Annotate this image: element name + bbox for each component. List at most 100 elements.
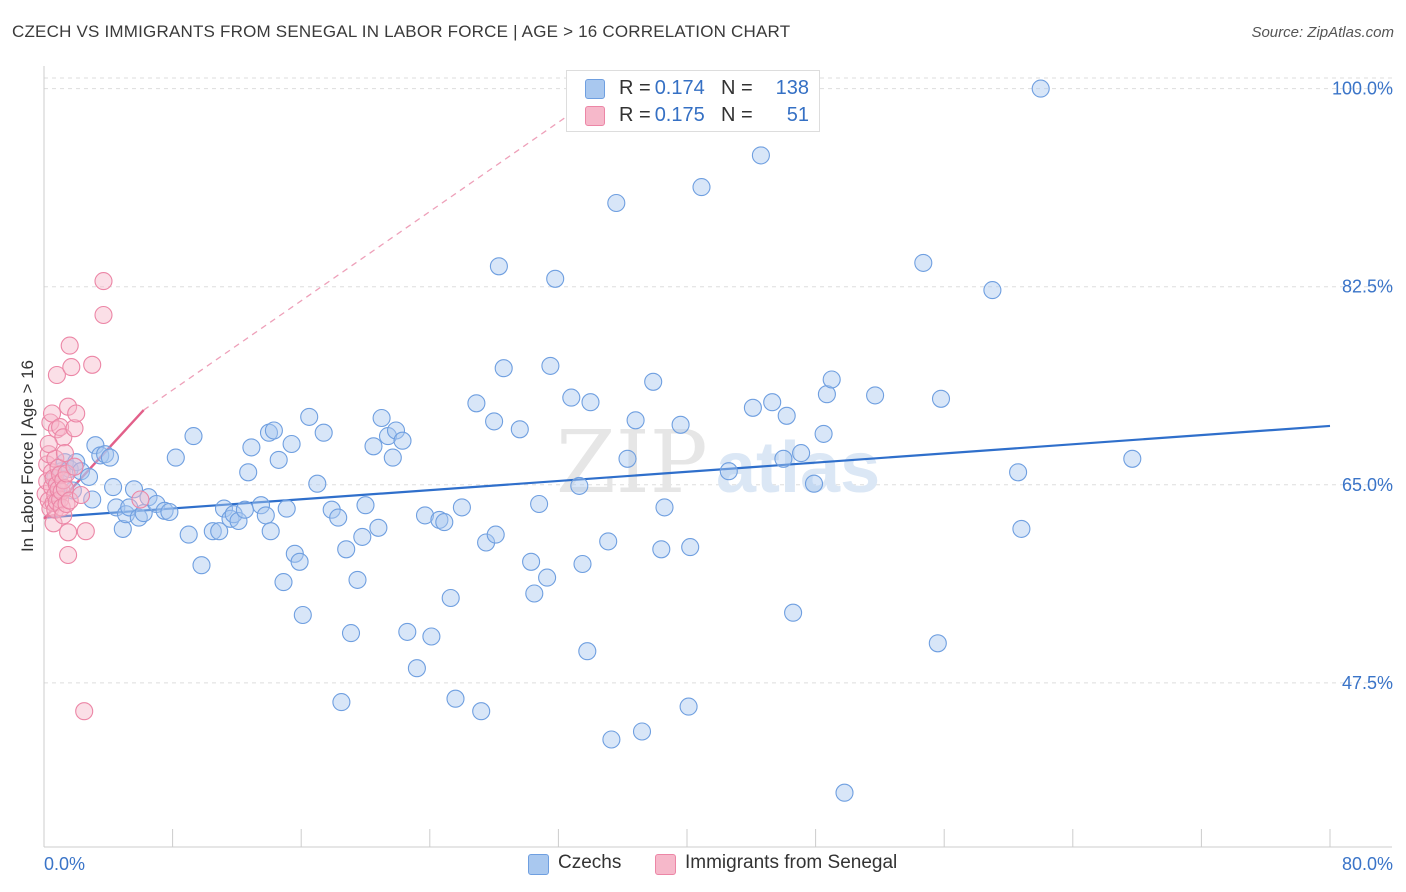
- legend-label-senegal: Immigrants from Senegal: [685, 852, 898, 873]
- watermark: ZIP atlas: [556, 413, 880, 513]
- senegal-point: [59, 545, 78, 565]
- czech-point: [441, 588, 460, 608]
- czech-point: [300, 407, 319, 426]
- y-tick-label: 100.0%: [1332, 79, 1393, 99]
- czechs-swatch: [528, 854, 549, 875]
- czech-point: [277, 499, 296, 518]
- czech-point: [1123, 449, 1142, 468]
- czech-point: [763, 393, 782, 412]
- czech-point: [573, 554, 592, 574]
- czech-point: [337, 540, 356, 559]
- n-label: N =: [721, 104, 753, 126]
- czech-point: [308, 474, 327, 493]
- czech-point: [530, 494, 549, 514]
- czech-point: [570, 476, 589, 495]
- senegal-point: [59, 523, 78, 542]
- senegal-point: [65, 419, 84, 438]
- czech-point: [1009, 463, 1028, 482]
- czech-point: [804, 474, 824, 493]
- czech-point: [541, 356, 560, 375]
- czech-point: [655, 498, 674, 517]
- czech-point: [269, 450, 288, 469]
- r-value: 0.174: [654, 77, 705, 99]
- czech-point: [386, 421, 406, 440]
- czech-point: [235, 500, 254, 519]
- czech-point: [104, 478, 123, 497]
- czech-point: [184, 427, 203, 446]
- senegal-point: [55, 444, 74, 463]
- czech-point: [489, 257, 508, 276]
- source-credit: Source: ZipAtlas.com: [1251, 24, 1394, 41]
- czech-point: [86, 436, 105, 455]
- senegal-point: [83, 355, 102, 374]
- senegal-point: [76, 522, 95, 541]
- czech-point: [203, 522, 222, 541]
- czech-point: [341, 624, 361, 643]
- czech-point: [348, 570, 367, 589]
- czech-point: [290, 552, 309, 571]
- czech-point: [1012, 519, 1031, 538]
- czech-point: [671, 415, 690, 434]
- czech-point: [928, 634, 947, 653]
- czech-point: [407, 659, 426, 678]
- czech-point: [751, 146, 770, 165]
- czech-point: [435, 513, 454, 532]
- czech-point: [510, 420, 529, 439]
- y-tick-label: 65.0%: [1342, 475, 1393, 495]
- czech-point: [242, 438, 261, 457]
- czech-point: [494, 359, 513, 378]
- czech-point: [274, 573, 293, 592]
- czech-point: [210, 522, 229, 541]
- r-value: 0.175: [654, 104, 705, 126]
- czech-point: [652, 540, 671, 559]
- czech-point: [79, 467, 99, 486]
- gridlines: [44, 77, 1392, 684]
- senegal-point: [41, 413, 60, 432]
- czech-point: [983, 281, 1002, 300]
- senegal-trend-extension: [143, 99, 591, 411]
- czech-point: [525, 584, 544, 603]
- czech-point: [522, 552, 541, 571]
- czech-point: [353, 527, 372, 546]
- senegal-point: [51, 418, 70, 437]
- data-points: [36, 79, 1142, 802]
- czech-point: [256, 506, 275, 525]
- czech-point: [578, 642, 597, 661]
- czech-point: [383, 448, 402, 467]
- trend-lines: [43, 99, 1331, 520]
- czech-point: [124, 480, 144, 499]
- czech-point: [784, 603, 803, 622]
- czech-point: [239, 463, 258, 482]
- czech-point: [314, 423, 333, 442]
- czech-point: [599, 532, 618, 551]
- czech-point: [817, 385, 836, 404]
- czech-point: [546, 269, 565, 288]
- czech-point: [681, 538, 700, 557]
- correlation-legend: R = 0.174 N = 138 R = 0.175 N = 51: [566, 70, 820, 132]
- czech-point: [644, 372, 663, 391]
- czech-point: [472, 702, 491, 721]
- czech-point: [822, 370, 841, 389]
- y-tick-label: 82.5%: [1342, 277, 1393, 297]
- czech-point: [632, 722, 652, 741]
- czech-point: [264, 421, 283, 440]
- czech-point: [113, 519, 132, 538]
- czech-point: [835, 783, 854, 802]
- senegal-point: [60, 336, 79, 355]
- czech-point: [179, 525, 198, 544]
- czech-point: [329, 508, 348, 527]
- r-label: R =: [619, 104, 651, 126]
- czech-point: [777, 406, 796, 425]
- senegal-swatch: [655, 854, 676, 875]
- czech-point: [538, 568, 557, 587]
- czech-point: [422, 627, 441, 646]
- tick-labels: 47.5% 65.0% 82.5% 100.0% 0.0% 80.0%: [44, 79, 1393, 874]
- czech-trend-line: [43, 424, 1331, 519]
- senegal-point: [65, 457, 84, 476]
- senegal-point: [67, 404, 86, 423]
- czech-point: [261, 522, 280, 541]
- czechs-swatch: [585, 79, 605, 99]
- y-tick-label: 47.5%: [1342, 673, 1393, 693]
- chart-title: CZECH VS IMMIGRANTS FROM SENEGAL IN LABO…: [12, 22, 791, 41]
